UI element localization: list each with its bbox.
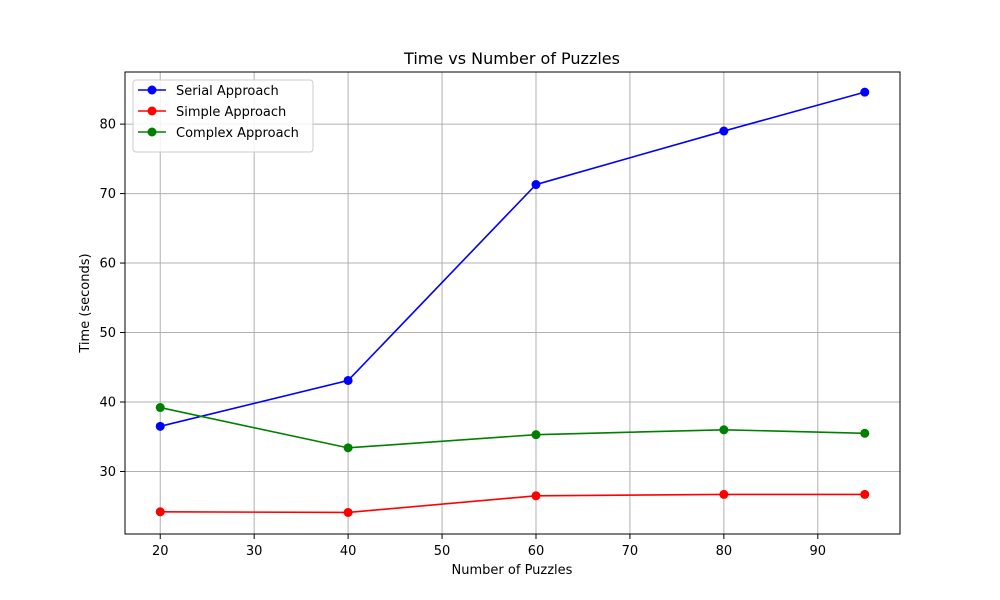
x-tick-label: 30: [246, 544, 263, 559]
legend-marker: [147, 127, 157, 137]
data-point: [343, 443, 353, 453]
data-point: [155, 507, 165, 517]
legend-label: Complex Approach: [176, 126, 299, 141]
y-tick-label: 30: [99, 465, 116, 480]
legend-item: Serial Approach: [138, 84, 279, 99]
data-point: [860, 87, 870, 97]
axis-ticks: 20 30 40 50 60 70 80 90 30 40 50 60 70 80: [99, 118, 826, 559]
legend-label: Simple Approach: [176, 105, 286, 120]
series-serial-approach: [155, 87, 870, 431]
x-tick-label: 70: [622, 544, 639, 559]
data-point: [531, 430, 541, 440]
y-tick-label: 40: [99, 396, 116, 411]
x-tick-label: 50: [434, 544, 451, 559]
data-point: [343, 507, 353, 517]
data-point: [343, 375, 353, 385]
data-point: [155, 403, 165, 413]
legend-box: [132, 79, 314, 153]
series-complex-approach: [155, 403, 870, 453]
legend-item: Complex Approach: [138, 126, 299, 141]
chart-title: Time vs Number of Puzzles: [403, 49, 620, 68]
legend-marker: [147, 85, 157, 95]
x-tick-label: 80: [716, 544, 733, 559]
y-tick-label: 50: [99, 326, 116, 341]
x-tick-label: 40: [340, 544, 357, 559]
data-point: [860, 428, 870, 438]
series-line: [160, 493, 865, 514]
legend-item: Simple Approach: [138, 105, 286, 120]
x-tick-label: 20: [152, 544, 169, 559]
y-axis-label: Time (seconds): [78, 253, 93, 353]
data-point: [531, 180, 541, 190]
y-tick-label: 60: [99, 257, 116, 272]
x-axis-label: Number of Puzzles: [452, 563, 573, 578]
legend-marker: [147, 106, 157, 116]
data-point: [719, 126, 729, 136]
data-point: [155, 421, 165, 431]
y-tick-label: 70: [99, 187, 116, 202]
series-line: [160, 406, 865, 449]
data-point: [719, 425, 729, 435]
plot-area-frame: [124, 71, 901, 535]
series-group: [155, 87, 870, 517]
x-tick-label: 60: [528, 544, 545, 559]
series-simple-approach: [155, 489, 870, 517]
y-tick-label: 80: [99, 118, 116, 133]
legend-label: Serial Approach: [176, 84, 279, 99]
data-point: [531, 491, 541, 501]
legend: Serial Approach Simple Approach Complex Ap…: [132, 79, 314, 153]
grid: [125, 72, 900, 534]
data-point: [719, 489, 729, 499]
data-point: [860, 489, 870, 499]
x-tick-label: 90: [810, 544, 827, 559]
